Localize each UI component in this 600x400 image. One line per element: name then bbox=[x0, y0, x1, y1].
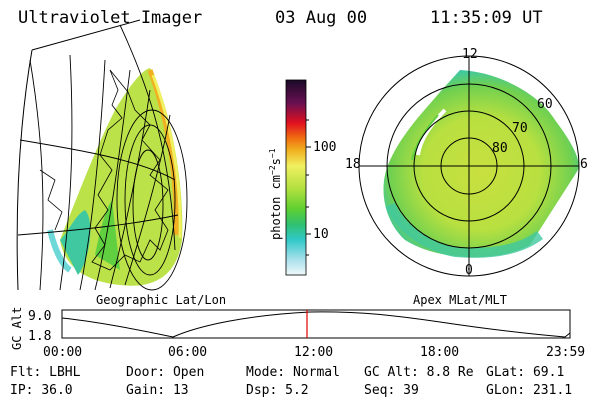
mlt-label-12: 12 bbox=[462, 47, 478, 62]
info-door: Door: Open bbox=[126, 365, 205, 380]
colorbar-tick-10: 10 bbox=[313, 227, 329, 242]
mlt-label-18: 18 bbox=[345, 157, 361, 172]
orbit-y-tick-1-8: 1.8 bbox=[28, 329, 52, 344]
info-dsp: Dsp: 5.2 bbox=[246, 383, 309, 398]
info-seq: Seq: 39 bbox=[364, 383, 419, 398]
mlt-label-0: 0 bbox=[465, 263, 473, 278]
date-label: 03 Aug 00 bbox=[275, 8, 368, 28]
aurora-image-geo bbox=[60, 68, 183, 286]
mlat-label-60: 60 bbox=[537, 97, 553, 112]
orbit-altitude-plot bbox=[61, 309, 571, 339]
info-gc-alt: GC Alt: 8.8 Re bbox=[364, 365, 474, 380]
colorbar bbox=[285, 79, 311, 276]
info-mode: Mode: Normal bbox=[246, 365, 340, 380]
mlat-label-80: 80 bbox=[492, 141, 508, 156]
orbit-x-tick-1200: 12:00 bbox=[294, 345, 334, 360]
time-label: 11:35:09 UT bbox=[430, 8, 543, 28]
instrument-title: Ultraviolet Imager bbox=[18, 8, 203, 28]
polar-panel-label: Apex MLat/MLT bbox=[413, 293, 507, 307]
info-glon: GLon: 231.1 bbox=[486, 383, 573, 398]
info-ip: IP: 36.0 bbox=[10, 383, 73, 398]
orbit-y-tick-9: 9.0 bbox=[28, 309, 52, 324]
geographic-map bbox=[16, 19, 188, 291]
info-filter: Flt: LBHL bbox=[10, 365, 81, 380]
orbit-altitude-curve bbox=[61, 311, 571, 338]
orbit-y-label: GC Alt bbox=[10, 306, 24, 350]
orbit-x-tick-0000: 00:00 bbox=[43, 345, 83, 360]
info-gain: Gain: 13 bbox=[126, 383, 189, 398]
orbit-x-tick-2359: 23:59 bbox=[546, 345, 586, 360]
orbit-x-tick-1800: 18:00 bbox=[420, 345, 460, 360]
orbit-x-tick-0600: 06:00 bbox=[168, 345, 208, 360]
geographic-panel-label: Geographic Lat/Lon bbox=[96, 293, 227, 307]
polar-plot bbox=[358, 55, 580, 277]
colorbar-gradient bbox=[285, 79, 307, 276]
mlt-label-6: 6 bbox=[580, 157, 588, 172]
info-glat: GLat: 69.1 bbox=[486, 365, 565, 380]
mlat-label-70: 70 bbox=[512, 121, 528, 136]
colorbar-tick-100: 100 bbox=[313, 140, 337, 155]
aurora-image-polar bbox=[383, 70, 579, 258]
colorbar-unit-label: photon cm−2s−1 bbox=[268, 148, 283, 240]
